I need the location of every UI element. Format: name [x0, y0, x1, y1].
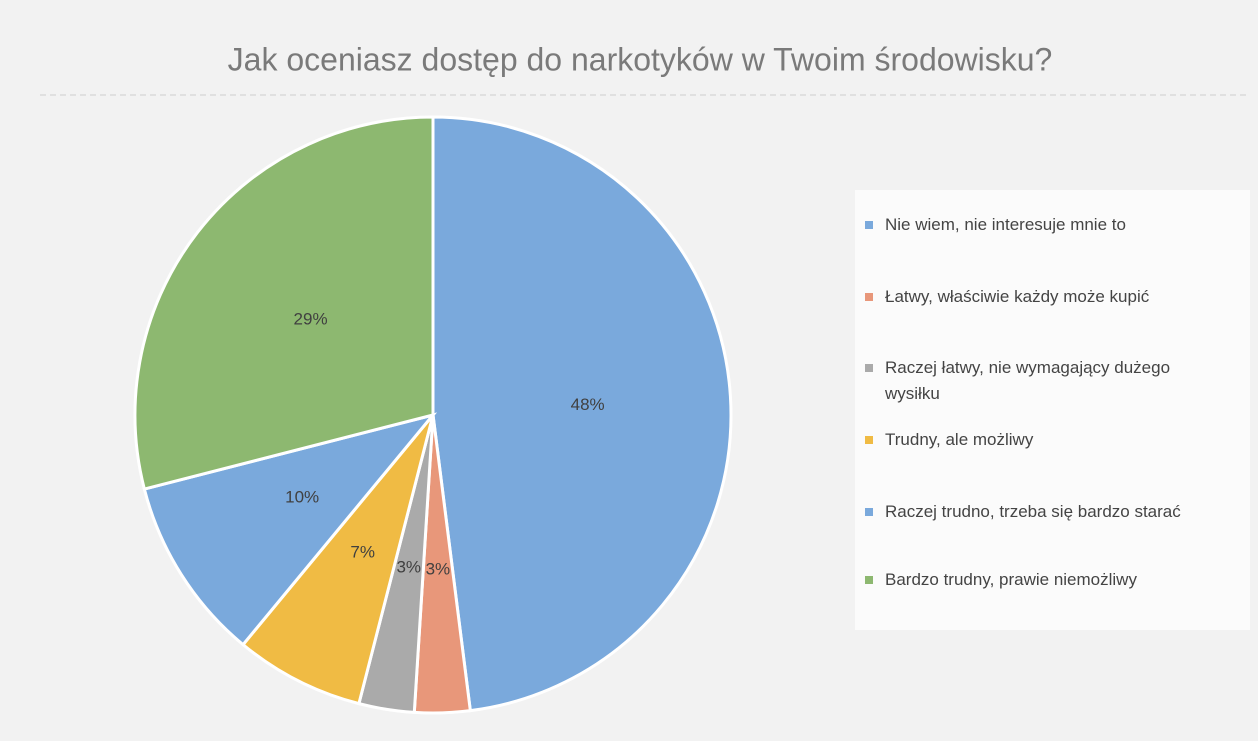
data-label: 3%	[426, 559, 451, 578]
legend-swatch	[865, 364, 873, 372]
pie-slice	[142, 412, 438, 647]
data-label: 7%	[350, 543, 375, 562]
legend-item: Łatwy, właściwie każdy może kupić	[865, 284, 1245, 310]
data-label: 29%	[294, 310, 328, 329]
legend-item: Raczej łatwy, nie wymagający dużego wysi…	[865, 355, 1245, 407]
legend-swatch	[865, 576, 873, 584]
legend: Nie wiem, nie interesuje mnie to Łatwy, w…	[855, 190, 1250, 630]
pie-slice	[240, 414, 435, 706]
legend-swatch	[865, 436, 873, 444]
legend-item: Raczej trudno, trzeba się bardzo starać	[865, 499, 1245, 525]
chart-title: Jak oceniasz dostęp do narkotyków w Twoi…	[228, 41, 1053, 77]
legend-swatch	[865, 221, 873, 229]
legend-label: Raczej trudno, trzeba się bardzo starać	[885, 502, 1181, 521]
legend-label: Nie wiem, nie interesuje mnie to	[885, 215, 1126, 234]
legend-label: Łatwy, właściwie każdy może kupić	[885, 287, 1150, 306]
pie-slice	[133, 115, 435, 491]
legend-item: Trudny, ale możliwy	[865, 427, 1245, 453]
legend-swatch	[865, 293, 873, 301]
legend-label: Trudny, ale możliwy	[885, 430, 1034, 449]
data-label: 10%	[285, 488, 319, 507]
data-label: 3%	[396, 558, 421, 577]
legend-item: Nie wiem, nie interesuje mnie to	[865, 212, 1245, 238]
data-label: 48%	[571, 395, 605, 414]
legend-label: Raczej łatwy, nie wymagający dużego wysi…	[885, 358, 1171, 403]
legend-item: Bardzo trudny, prawie niemożliwy	[865, 567, 1245, 593]
pie-slice	[431, 115, 733, 713]
legend-swatch	[865, 508, 873, 516]
legend-label: Bardzo trudny, prawie niemożliwy	[885, 570, 1137, 589]
